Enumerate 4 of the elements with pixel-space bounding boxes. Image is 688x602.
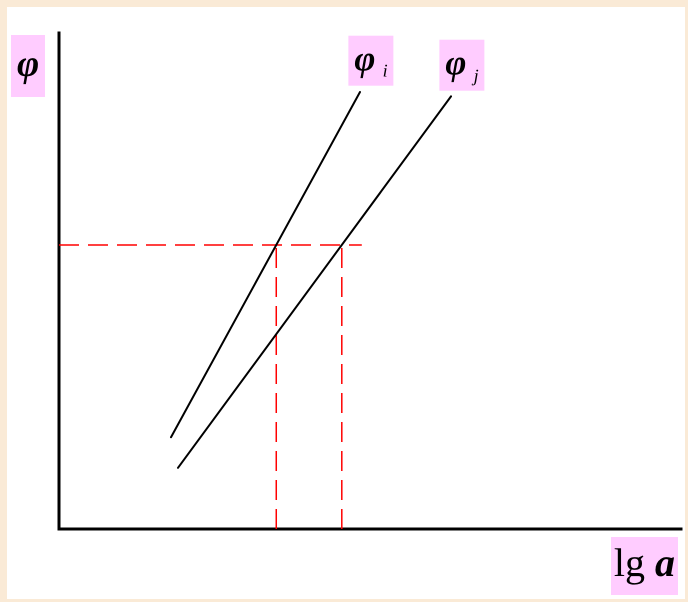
x-axis-title: lg a (614, 540, 675, 585)
series-label: φ$_{j}$ (439, 40, 485, 90)
series-label: φ$_{i}$ (348, 36, 394, 86)
y-axis-title: φ (11, 35, 46, 97)
